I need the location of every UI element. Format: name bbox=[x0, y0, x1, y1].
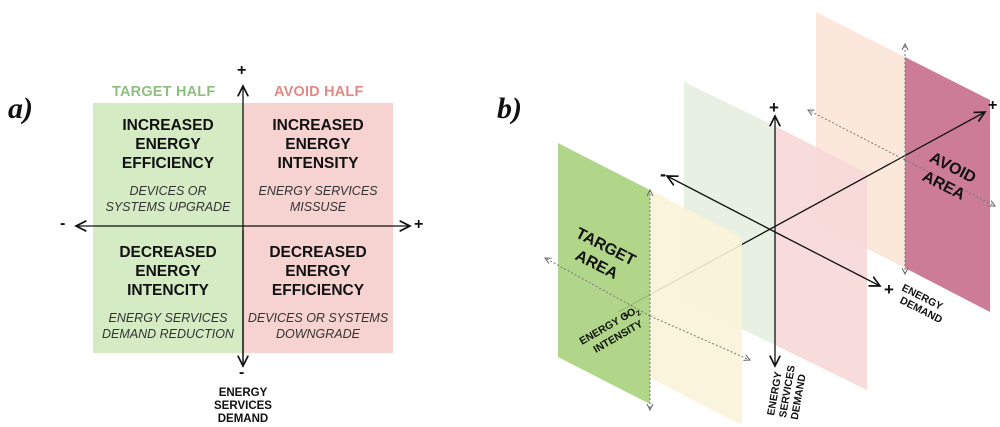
panel-a-sign-right: + bbox=[414, 216, 424, 233]
avoid-half-label: AVOID HALF bbox=[274, 84, 364, 100]
quadrant-increased-efficiency: INCREASED ENERGY EFFICIENCY DEVICES OR S… bbox=[93, 116, 243, 215]
plane-target-area bbox=[558, 143, 650, 404]
quadrant-title-line: DECREASED bbox=[119, 244, 217, 261]
quadrant-title-line: EFFICIENCY bbox=[121, 155, 215, 172]
panel-b-sign-vertical-top: + bbox=[769, 98, 779, 117]
energy-demand-label: ENERGY DEMAND bbox=[898, 282, 945, 326]
panel-a-label: a) bbox=[8, 92, 33, 125]
quadrant-title-line: ENERGY bbox=[285, 136, 351, 153]
quadrant-decreased-intensity: DECREASED ENERGY INTENCITY ENERGY SERVIC… bbox=[93, 243, 243, 342]
quadrant-title-line: DECREASED bbox=[269, 244, 367, 261]
quadrant-title-line: INTENSITY bbox=[277, 155, 359, 172]
panel-a-y-axis-label: ENERGY SERVICES DEMAND bbox=[193, 387, 293, 426]
panel-b-demand-axis-right bbox=[774, 231, 880, 286]
target-half-area bbox=[93, 103, 243, 353]
quadrant-title-line: ENERGY bbox=[285, 263, 351, 280]
target-half-label: TARGET HALF bbox=[112, 84, 216, 100]
quadrant-title-line: ENERGY bbox=[135, 136, 201, 153]
guide-arrow bbox=[904, 159, 995, 206]
quadrant-decreased-efficiency: DECREASED ENERGY EFFICIENCY DEVICES OR S… bbox=[243, 243, 393, 342]
quadrant-subtitle-line: DEMAND REDUCTION bbox=[102, 327, 234, 341]
avoid-half-area bbox=[243, 103, 393, 353]
panel-b-sign-energy-demand: + bbox=[884, 280, 894, 299]
axis-label-line: SERVICES bbox=[214, 400, 272, 412]
quadrant-title-line: INTENCITY bbox=[127, 282, 209, 299]
panel-a-axes bbox=[0, 0, 430, 427]
panel-a-sign-top: + bbox=[237, 62, 247, 79]
quadrant-increased-intensity: INCREASED ENERGY INTENSITY ENERGY SERVIC… bbox=[243, 116, 393, 215]
quadrant-subtitle-line: MISSUSE bbox=[289, 200, 347, 214]
quadrant-subtitle-line: DEVICES OR bbox=[129, 184, 207, 198]
axis-label-line: ENERGY bbox=[218, 387, 268, 399]
plane-pale-pink bbox=[775, 126, 867, 390]
quadrant-subtitle-line: SYSTEMS UPGRADE bbox=[105, 200, 231, 214]
quadrant-subtitle-line: DEVICES OR SYSTEMS bbox=[247, 311, 389, 325]
panel-a-sign-left: - bbox=[60, 215, 66, 232]
quadrant-subtitle-line: ENERGY SERVICES bbox=[108, 311, 228, 325]
panel-b-sign-left-axis: - bbox=[660, 164, 666, 184]
quadrant-title-line: INCREASED bbox=[122, 117, 214, 134]
panel-b-sign-top-right: + bbox=[988, 97, 997, 114]
panel-b-sign-co2-end: - bbox=[623, 304, 629, 324]
co2-subscript: 2 bbox=[635, 310, 642, 318]
quadrant-subtitle-line: ENERGY SERVICES bbox=[258, 184, 378, 198]
quadrant-title-line: ENERGY bbox=[135, 263, 201, 280]
panel-b-label: b) bbox=[497, 92, 522, 125]
panel-b-demand-axis-left bbox=[667, 176, 776, 233]
plane-pale-yellow bbox=[650, 190, 742, 425]
axis-label-line: DEMAND bbox=[217, 413, 269, 425]
services-demand-label: ENERGY SERVICES DEMAND bbox=[765, 364, 809, 420]
panel-a-sign-bottom: - bbox=[239, 364, 245, 381]
quadrant-title-line: EFFICIENCY bbox=[271, 282, 365, 299]
quadrant-subtitle-line: DOWNGRADE bbox=[275, 327, 361, 341]
quadrant-title-line: INCREASED bbox=[272, 117, 364, 134]
